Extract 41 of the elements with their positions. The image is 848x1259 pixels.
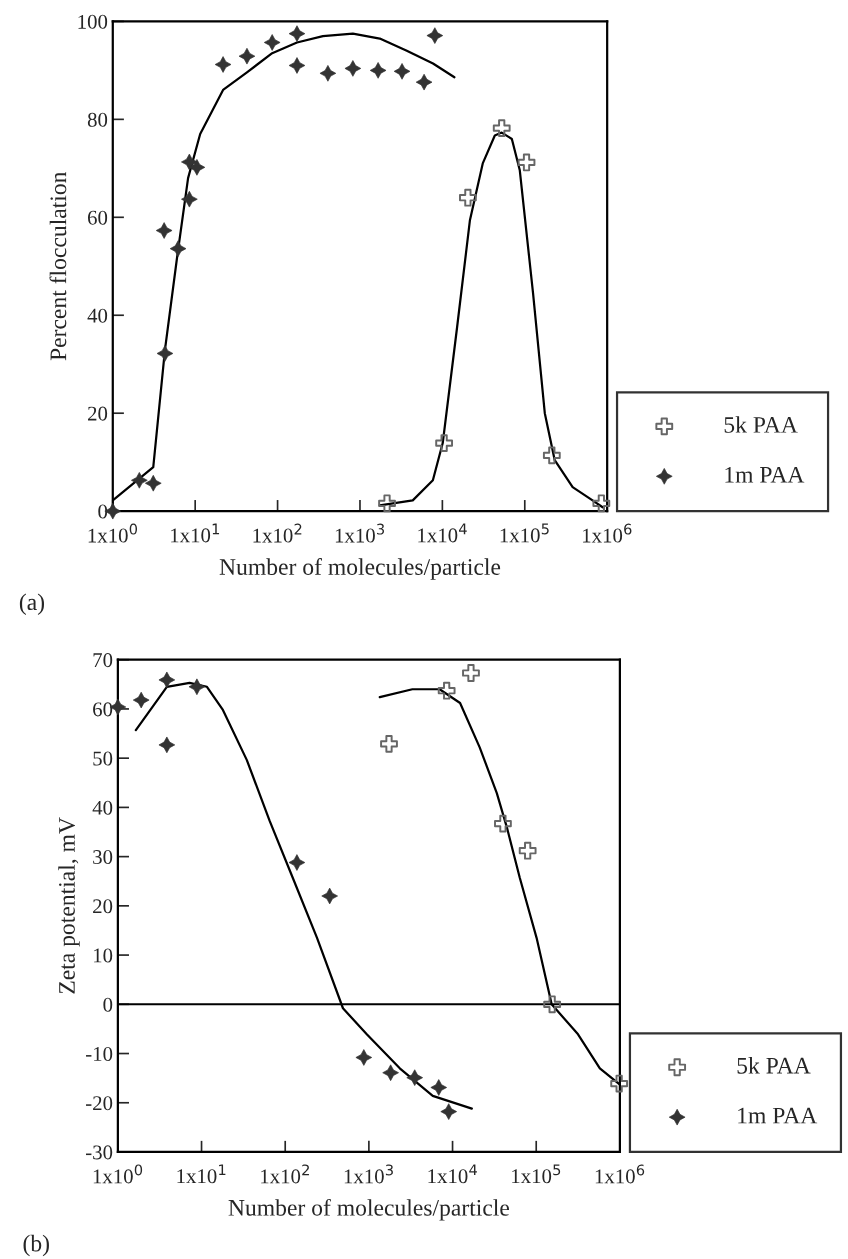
legend-label: 1m PAA [738,1107,818,1124]
x-tick-label: 1x10$^{2}$ [261,1164,309,1184]
text: (b) [23,1234,49,1257]
y-tick-label: 20 [88,406,108,421]
x-tick-label: 1x10$^{3}$ [335,523,385,543]
y-tick-label: 0 [103,997,113,1012]
x-tick-label: 1x10$^{4}$ [428,1164,477,1184]
y-axis-title: Zeta potential, mV [58,817,80,994]
x-tick-label: 1x10$^{2}$ [253,523,302,543]
x-tick-label: 1x10$^{1}$ [171,523,220,543]
y-tick-label: -20 [86,1096,113,1111]
y-tick-label: 40 [92,800,113,815]
y-tick-label: 60 [93,702,113,717]
y-tick-label: 60 [87,210,108,225]
x-tick-label: 1x10$^{6}$ [595,1164,645,1184]
text: (a) [19,593,45,615]
y-tick-label: -30 [86,1145,113,1160]
y-axis-title: Percent flocculation [49,171,67,361]
x-tick-label: 1x10$^{6}$ [583,523,632,543]
x-tick-label: 1x10$^{3}$ [344,1164,393,1184]
x-tick-label: 1x10$^{0}$ [88,523,138,543]
legend-label: 5k PAA [737,1057,811,1074]
x-tick-label: 1x10$^{1}$ [177,1164,226,1184]
x-axis-title: Number of molecules/particle [219,558,501,580]
y-tick-label: 10 [94,948,113,963]
y-tick-label: 80 [87,112,108,127]
y-tick-label: 40 [87,308,108,323]
y-tick-label: 100 [78,14,108,29]
x-tick-label: 1x10$^{0}$ [93,1164,143,1184]
y-tick-label: 70 [93,653,113,668]
x-tick-label: 1x10$^{4}$ [418,523,467,543]
y-tick-label: 50 [93,751,113,766]
legend-label: 1m PAA [725,466,805,483]
y-tick-label: -10 [86,1046,113,1061]
y-tick-label: 30 [93,850,113,865]
legend-label: 5k PAA [724,416,798,433]
x-tick-label: 1x10$^{5}$ [512,1164,561,1184]
x-tick-label: 1x10$^{5}$ [500,523,549,543]
x-axis-title: Number of molecules/particle [228,1198,510,1221]
y-tick-label: 0 [98,504,108,519]
y-tick-label: 20 [93,899,113,914]
